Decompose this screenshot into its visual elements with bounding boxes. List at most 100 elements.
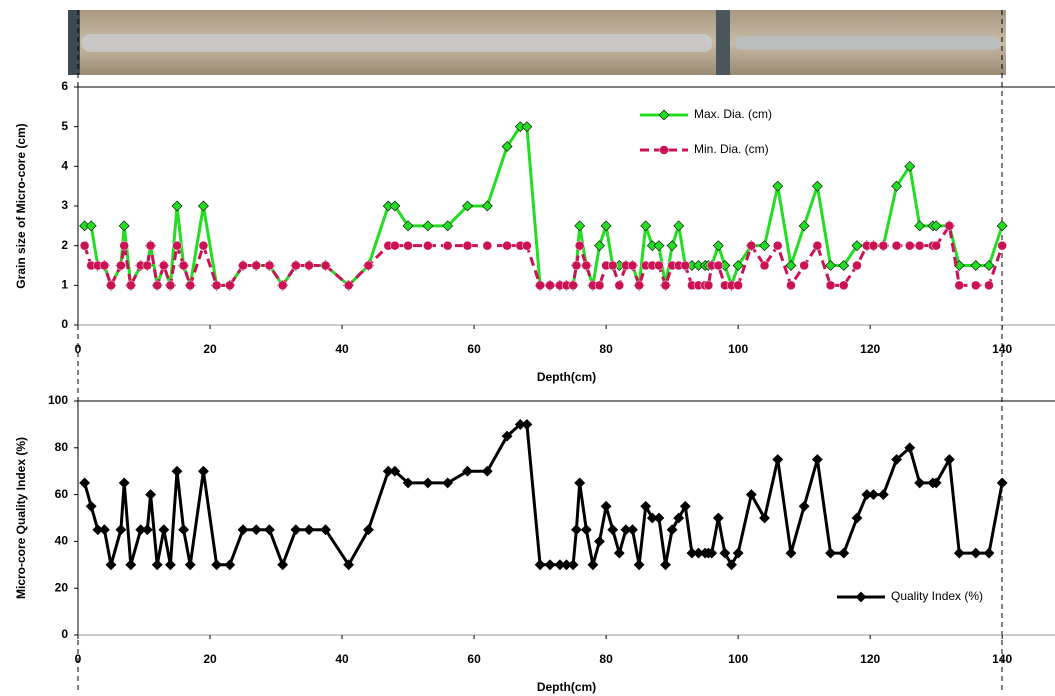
y-tick-label: 0 xyxy=(61,317,68,331)
marker xyxy=(608,261,617,270)
marker xyxy=(404,241,413,250)
marker xyxy=(165,560,175,570)
marker xyxy=(225,560,235,570)
marker xyxy=(760,261,769,270)
marker xyxy=(813,241,822,250)
marker xyxy=(278,560,288,570)
y-axis-label: Micro-core Quality Index (%) xyxy=(14,437,28,599)
y-tick-label: 1 xyxy=(61,278,68,292)
core-stones xyxy=(82,34,712,52)
marker xyxy=(483,241,492,250)
marker xyxy=(199,241,208,250)
x-tick-label: 80 xyxy=(599,342,613,356)
marker xyxy=(80,478,90,488)
marker xyxy=(812,455,822,465)
marker xyxy=(423,221,433,231)
y-tick-label: 0 xyxy=(61,627,68,641)
marker xyxy=(238,525,248,535)
marker xyxy=(264,525,274,535)
y-tick-label: 4 xyxy=(61,159,68,173)
marker xyxy=(159,261,168,270)
marker xyxy=(364,261,373,270)
marker xyxy=(463,241,472,250)
marker xyxy=(119,478,129,488)
marker xyxy=(212,281,221,290)
photo-edge xyxy=(716,10,730,75)
marker xyxy=(852,513,862,523)
marker xyxy=(172,201,182,211)
marker xyxy=(812,181,822,191)
marker xyxy=(143,261,152,270)
marker xyxy=(674,221,684,231)
marker xyxy=(852,261,861,270)
marker xyxy=(773,181,783,191)
marker xyxy=(186,281,195,290)
y-tick-label: 20 xyxy=(55,580,69,594)
marker xyxy=(344,281,353,290)
marker xyxy=(503,241,512,250)
x-tick-label: 20 xyxy=(203,652,217,666)
x-tick-label: 100 xyxy=(728,342,748,356)
marker xyxy=(251,525,261,535)
x-tick-label: 100 xyxy=(728,652,748,666)
x-tick-label: 120 xyxy=(860,652,880,666)
figure: 0123456020406080100120140Depth(cm)Grain … xyxy=(0,0,1055,696)
marker xyxy=(582,261,591,270)
marker xyxy=(654,513,664,523)
marker xyxy=(166,281,175,290)
marker xyxy=(628,261,637,270)
marker xyxy=(915,478,925,488)
core-stones xyxy=(735,36,1000,50)
marker xyxy=(146,490,156,500)
series xyxy=(80,221,1007,290)
marker xyxy=(601,501,611,511)
y-tick-label: 40 xyxy=(55,534,69,548)
x-tick-label: 20 xyxy=(203,342,217,356)
marker xyxy=(714,261,723,270)
marker xyxy=(614,548,624,558)
marker xyxy=(146,241,155,250)
marker xyxy=(997,221,1007,231)
marker xyxy=(571,525,581,535)
marker xyxy=(575,241,584,250)
marker xyxy=(704,281,713,290)
y-tick-label: 80 xyxy=(55,440,69,454)
marker xyxy=(915,241,924,250)
x-axis-label: Depth(cm) xyxy=(537,370,596,384)
marker xyxy=(595,536,605,546)
x-tick-label: 0 xyxy=(75,342,82,356)
marker xyxy=(80,241,89,250)
marker xyxy=(786,548,796,558)
marker xyxy=(252,261,261,270)
marker xyxy=(536,281,545,290)
legend-label: Quality Index (%) xyxy=(891,589,983,603)
marker xyxy=(971,281,980,290)
marker xyxy=(185,560,195,570)
y-tick-label: 3 xyxy=(61,198,68,212)
series-line xyxy=(85,226,1003,286)
marker xyxy=(734,281,743,290)
marker xyxy=(660,146,669,155)
marker xyxy=(826,261,836,271)
marker xyxy=(786,261,796,271)
y-axis-label: Grain size of Micro-core (cm) xyxy=(14,123,28,288)
series xyxy=(80,419,1008,569)
marker xyxy=(747,241,756,250)
marker xyxy=(654,241,664,251)
marker xyxy=(116,525,126,535)
marker xyxy=(568,560,578,570)
marker xyxy=(522,419,532,429)
marker xyxy=(575,221,585,231)
marker xyxy=(106,560,116,570)
marker xyxy=(239,261,248,270)
marker xyxy=(601,221,611,231)
x-axis-label: Depth(cm) xyxy=(537,680,596,694)
marker xyxy=(291,261,300,270)
marker xyxy=(856,592,866,602)
marker xyxy=(100,261,109,270)
marker xyxy=(225,281,234,290)
core-photo xyxy=(68,10,1006,75)
marker xyxy=(321,261,330,270)
marker xyxy=(595,241,605,251)
marker xyxy=(390,241,399,250)
